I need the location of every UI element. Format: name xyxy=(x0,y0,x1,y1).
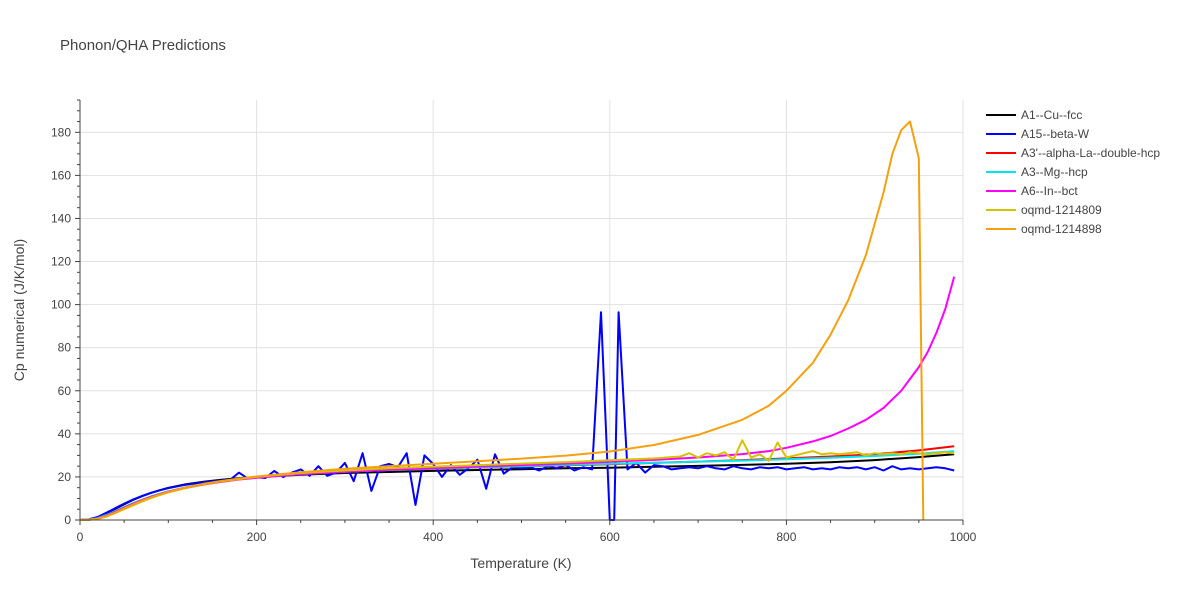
y-tick-label: 140 xyxy=(51,211,71,225)
legend[interactable]: A1--Cu--fcc A15--beta-W A3'--alpha-La--dou… xyxy=(986,108,1160,236)
legend-label: oqmd-1214809 xyxy=(1021,203,1102,217)
x-tick-label: 600 xyxy=(600,530,620,544)
y-tick-label: 180 xyxy=(51,125,71,139)
y-tick-label: 60 xyxy=(58,384,72,398)
y-tick-label: 160 xyxy=(51,168,71,182)
x-axis-title: Temperature (K) xyxy=(470,555,571,571)
y-tick-label: 80 xyxy=(58,341,72,355)
y-tick-label: 120 xyxy=(51,255,71,269)
series-line-1 xyxy=(79,311,955,521)
y-tick-label: 40 xyxy=(58,427,72,441)
legend-item[interactable]: A6--In--bct xyxy=(986,184,1078,198)
legend-label: A6--In--bct xyxy=(1021,184,1078,198)
x-tick-label: 0 xyxy=(77,530,84,544)
y-axis-title: Cp numerical (J/K/mol) xyxy=(11,239,27,381)
series-line-3 xyxy=(79,450,955,521)
legend-label: A3'--alpha-La--double-hcp xyxy=(1021,146,1160,160)
x-tick-label: 1000 xyxy=(950,530,977,544)
legend-item[interactable]: oqmd-1214898 xyxy=(986,222,1102,236)
x-tick-label: 200 xyxy=(247,530,267,544)
legend-label: oqmd-1214898 xyxy=(1021,222,1102,236)
legend-label: A3--Mg--hcp xyxy=(1021,165,1088,179)
x-tick-label: 800 xyxy=(776,530,796,544)
legend-item[interactable]: A15--beta-W xyxy=(986,127,1090,141)
y-tick-label: 0 xyxy=(64,513,71,527)
legend-item[interactable]: A1--Cu--fcc xyxy=(986,108,1082,122)
legend-label: A15--beta-W xyxy=(1021,127,1090,141)
legend-item[interactable]: A3--Mg--hcp xyxy=(986,165,1088,179)
legend-item[interactable]: A3'--alpha-La--double-hcp xyxy=(986,146,1160,160)
x-tick-label: 400 xyxy=(423,530,443,544)
y-tick-label: 20 xyxy=(58,470,72,484)
legend-item[interactable]: oqmd-1214809 xyxy=(986,203,1102,217)
chart-title: Phonon/QHA Predictions xyxy=(60,37,226,54)
grid-lines xyxy=(80,100,964,520)
axes: 0 200 400 600 800 1000 0 20 40 60 80 100 120 140 160 18… xyxy=(51,99,977,544)
series-line-6 xyxy=(79,120,925,521)
legend-label: A1--Cu--fcc xyxy=(1021,108,1082,122)
series-lines xyxy=(79,120,956,521)
y-tick-label: 100 xyxy=(51,298,71,312)
